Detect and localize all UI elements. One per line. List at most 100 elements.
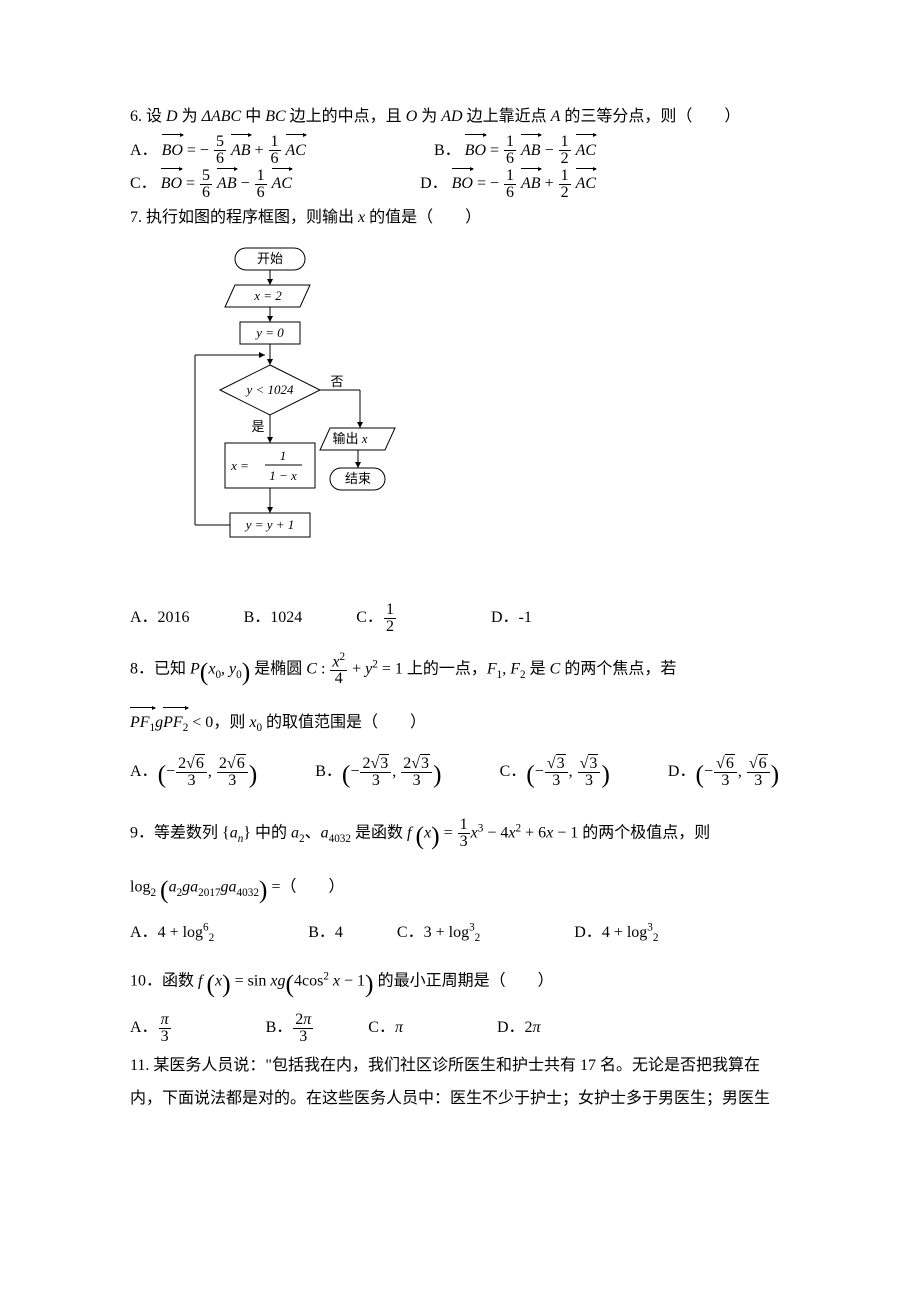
q7-opts: A．2016 B．1024 C．12 D．-1 xyxy=(130,601,920,635)
seg-BC: BC xyxy=(265,108,285,125)
q8-optD[interactable]: D．(−63, 63) xyxy=(668,763,779,780)
q7-optD[interactable]: D．-1 xyxy=(491,609,532,626)
eq: = xyxy=(182,175,199,192)
flowchart: 开始 x = 2 y = 0 y < 1024 否 是 输出 x 结束 x = … xyxy=(180,243,420,593)
seg-AD: AD xyxy=(441,108,462,125)
q9-stem-l1: 9．等差数列 {an} 中的 a2、a4032 是函数 f (x) = 13x3… xyxy=(130,809,920,863)
q9-optA[interactable]: A．4 + log62 xyxy=(130,924,214,941)
frac-1-3: 13 xyxy=(458,817,470,850)
expr: 4 + log xyxy=(602,924,647,941)
plus: + xyxy=(541,175,558,192)
var-x: x xyxy=(508,824,515,841)
opt-label: B． xyxy=(434,142,461,159)
q9-optB[interactable]: B．4 xyxy=(308,924,343,941)
expr: 4 xyxy=(335,924,343,941)
frac: 233 xyxy=(360,756,391,789)
plus: + xyxy=(348,660,365,677)
opt-label: C． xyxy=(356,609,383,626)
var-a4032: a xyxy=(229,878,237,895)
t: 为 xyxy=(417,108,441,125)
pi: π xyxy=(395,1019,403,1036)
eq: = xyxy=(440,824,457,841)
vec-AB: AB xyxy=(521,134,541,168)
q8-optA[interactable]: A．(−263, 263) xyxy=(130,763,261,780)
q6-optC[interactable]: C． BO = 56 AB − 16 AC xyxy=(130,175,296,192)
t: 边上的中点，且 xyxy=(286,108,406,125)
q8-stem-l2: PF1gPF2 < 0，则 x0 的取值范围是（ ） xyxy=(130,706,920,741)
t: 是 xyxy=(526,660,550,677)
t: 为 xyxy=(178,108,202,125)
vec-AC: AC xyxy=(576,134,596,168)
frac-1-6: 16 xyxy=(504,134,516,167)
lparen: ( xyxy=(160,875,169,904)
q10-optA[interactable]: A．π3 xyxy=(130,1019,172,1036)
q9-opts: A．4 + log62 B．4 C．3 + log32 D．4 + log32 xyxy=(130,916,920,951)
q8-stem-l1: 8．已知 P(x0, y0) 是椭圆 C : x24 + y2 = 1 上的一点… xyxy=(130,645,920,699)
t: 的三等分点，则（ ） xyxy=(560,108,740,125)
neg: − xyxy=(350,763,359,780)
frac-pi-3: π3 xyxy=(159,1012,171,1045)
fc-end: 结束 xyxy=(345,471,371,486)
q10-optD[interactable]: D．2π xyxy=(497,1019,541,1036)
frac-1-6: 16 xyxy=(255,168,267,201)
t: 的两个焦点，若 xyxy=(560,660,676,677)
plus: + xyxy=(251,142,268,159)
var-an: a xyxy=(230,824,238,841)
fc-upd-num: 1 xyxy=(280,448,287,463)
opt-label: D． xyxy=(420,175,448,192)
t: − 1 xyxy=(340,973,365,990)
opt-label: D． xyxy=(574,924,602,941)
t: 的最小正周期是（ ） xyxy=(374,973,554,990)
q8-optC[interactable]: C．(−33, 33) xyxy=(500,763,614,780)
q6-stem: 6. 设 D 为 ΔABC 中 BC 边上的中点，且 O 为 AD 边上靠近点 … xyxy=(130,100,920,134)
fc-cond: y < 1024 xyxy=(244,382,294,397)
q7-optA[interactable]: A．2016 xyxy=(130,609,190,626)
t: 8．已知 xyxy=(130,660,190,677)
vec-AB: AB xyxy=(521,167,541,201)
frac: 33 xyxy=(578,756,601,789)
q9-optD[interactable]: D．4 + log32 xyxy=(574,924,658,941)
rparen: ) xyxy=(365,969,374,998)
t: 中的 xyxy=(251,824,291,841)
q9-stem-l2: log2 (a2ga2017ga4032) =（ ） xyxy=(130,863,920,917)
vec-BO: BO xyxy=(452,167,473,201)
frac: 63 xyxy=(714,756,737,789)
q10-optC[interactable]: C．π xyxy=(368,1019,403,1036)
neg: − xyxy=(535,763,544,780)
q6-optD[interactable]: D． BO = − 16 AB + 12 AC xyxy=(420,175,596,192)
vec-BO: BO xyxy=(162,134,183,168)
neg: − xyxy=(490,175,503,192)
lparen: ( xyxy=(285,969,294,998)
var-a2: a xyxy=(169,878,177,895)
opt-label: A． xyxy=(130,924,158,941)
fc-y0: y = 0 xyxy=(254,325,284,340)
frac-1-2: 12 xyxy=(559,134,571,167)
t: 中 xyxy=(241,108,265,125)
q7-optC[interactable]: C．12 xyxy=(356,609,397,626)
var-A: A xyxy=(551,108,561,125)
var-C: C xyxy=(550,660,561,677)
frac-1-2: 12 xyxy=(559,168,571,201)
t: − 1 xyxy=(553,824,578,841)
opt-label: A． xyxy=(130,763,158,780)
q8-optB[interactable]: B．(−233, 233) xyxy=(315,763,445,780)
t: 边上靠近点 xyxy=(463,108,551,125)
q6-opts-row2: C． BO = 56 AB − 16 AC D． BO = − 16 AB + … xyxy=(130,167,920,201)
vec-BO: BO xyxy=(465,134,486,168)
frac: 63 xyxy=(747,756,770,789)
minus: − xyxy=(237,175,254,192)
eq: = sin xyxy=(231,973,271,990)
var-f: f xyxy=(198,973,202,990)
q7-optB[interactable]: B．1024 xyxy=(244,609,303,626)
frac: 33 xyxy=(545,756,568,789)
vec-PF2: PF2 xyxy=(163,706,188,741)
q9-optC[interactable]: C．3 + log32 xyxy=(397,924,480,941)
q6-optA[interactable]: A． BO = − 56 AB + 16 AC xyxy=(130,142,310,159)
q10-optB[interactable]: B．2π3 xyxy=(266,1019,315,1036)
opt-label: A． xyxy=(130,142,158,159)
q6-optB[interactable]: B． BO = 16 AB − 12 AC xyxy=(434,142,596,159)
q10-opts: A．π3 B．2π3 C．π D．2π xyxy=(130,1011,920,1045)
var-f: f xyxy=(407,824,411,841)
t: 的取值范围是（ ） xyxy=(262,714,426,731)
t: 7. 执行如图的程序框图，则输出 xyxy=(130,209,358,226)
